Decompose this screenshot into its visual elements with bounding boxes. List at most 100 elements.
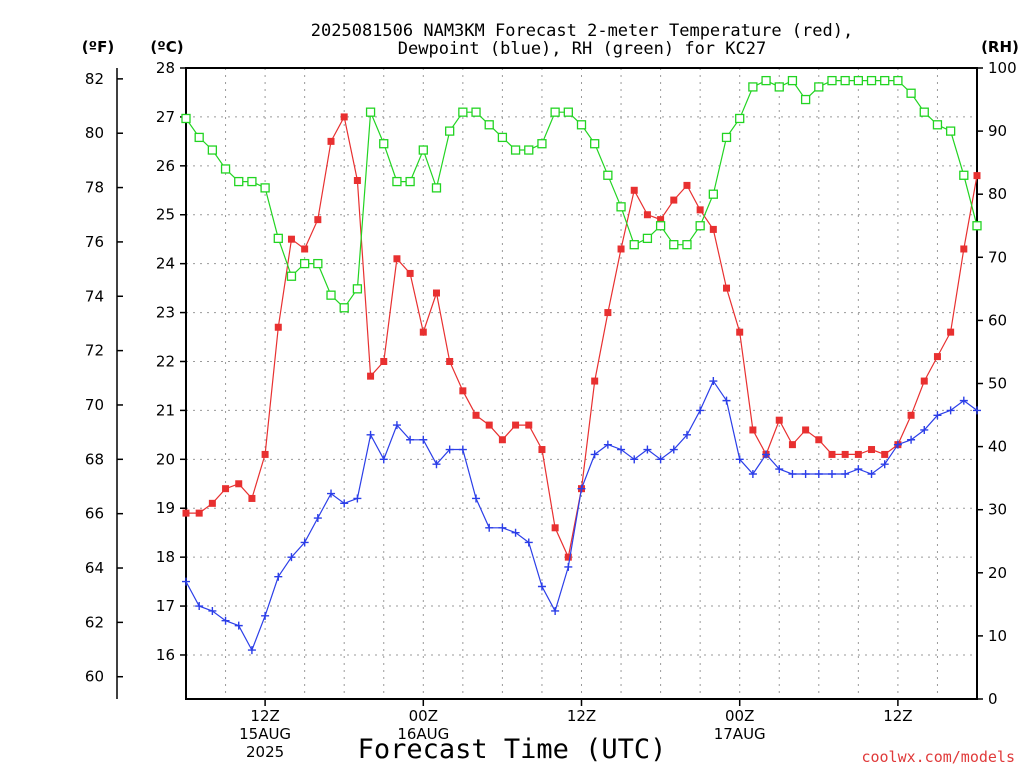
- dewpoint-point: [247, 646, 256, 655]
- dewpoint-point: [617, 445, 626, 454]
- temperature-point: [538, 446, 546, 454]
- rh-point: [972, 221, 982, 231]
- dewpoint-point: [603, 440, 612, 449]
- temperature-point: [261, 450, 269, 458]
- dewpoint-point: [669, 445, 678, 454]
- dewpoint-point: [907, 435, 916, 444]
- fahrenheit-tick-label: 74: [85, 287, 104, 305]
- temperature-point: [446, 357, 454, 365]
- temperature-point: [459, 387, 467, 395]
- dewpoint-point: [406, 435, 415, 444]
- dewpoint-point: [340, 499, 349, 508]
- celsius-tick-label: 19: [156, 499, 175, 517]
- rh-tick-label: 60: [988, 311, 1007, 329]
- temperature-point: [525, 421, 533, 429]
- series: [181, 75, 982, 655]
- rh-point: [814, 82, 824, 92]
- rh-point: [945, 126, 956, 136]
- rh-point: [959, 170, 969, 180]
- temperature-point: [907, 411, 915, 419]
- celsius-tick-label: 20: [156, 450, 175, 468]
- temperature-point: [235, 480, 243, 488]
- temperature-point: [683, 181, 691, 189]
- dewpoint-point: [590, 450, 599, 459]
- grid: [186, 68, 977, 699]
- fahrenheit-unit-label: (ºF): [82, 38, 114, 56]
- dewpoint-point: [946, 406, 955, 415]
- temperature-point: [709, 225, 717, 233]
- temperature-point: [287, 235, 295, 243]
- celsius-tick-label: 28: [156, 59, 175, 77]
- celsius-tick-label: 22: [156, 352, 175, 370]
- rh-point: [247, 176, 257, 187]
- rh-point: [748, 82, 758, 92]
- fahrenheit-tick-label: 68: [85, 450, 104, 468]
- celsius-tick-label: 27: [156, 108, 175, 126]
- dewpoint-point: [577, 484, 586, 493]
- rh-tick-label: 0: [988, 690, 998, 708]
- dewpoint-point: [419, 435, 428, 444]
- x-tick-date: 17AUG: [714, 725, 766, 743]
- fahrenheit-tick-label: 80: [85, 124, 104, 142]
- temperature-point: [643, 211, 651, 219]
- temperature-point: [868, 446, 876, 454]
- rh-point: [655, 221, 666, 231]
- dewpoint-point: [762, 450, 771, 459]
- x-axis-label: Forecast Time (UTC): [358, 734, 667, 765]
- temperature-point: [208, 499, 216, 507]
- rh-point: [260, 183, 270, 193]
- rh-point: [299, 258, 310, 269]
- rh-point: [234, 176, 244, 187]
- rh-point: [893, 75, 903, 86]
- fahrenheit-tick-label: 62: [85, 613, 104, 631]
- fahrenheit-tick-label: 76: [85, 233, 104, 251]
- dewpoint-point: [682, 430, 691, 439]
- rh-point: [576, 120, 587, 130]
- dewpoint-point: [195, 602, 204, 611]
- dewpoint-point: [841, 469, 850, 478]
- dewpoint-point: [920, 425, 929, 434]
- dewpoint-point: [182, 577, 190, 586]
- temperature-point: [274, 323, 282, 331]
- dewpoint-point: [327, 489, 336, 498]
- rh-point: [484, 120, 494, 130]
- credit-text: coolwx.com/models: [861, 748, 1015, 766]
- temperature-point: [182, 509, 190, 517]
- dewpoint-point: [630, 455, 639, 464]
- rh-point: [616, 202, 626, 212]
- dewpoint-point: [221, 616, 230, 625]
- x-tick-label: 12Z: [250, 707, 279, 725]
- temperature-point: [380, 357, 388, 365]
- rh-point: [761, 75, 771, 86]
- rh-point: [220, 164, 231, 174]
- temperature-point: [340, 113, 348, 121]
- temperature-point: [815, 436, 823, 444]
- rh-point: [787, 75, 798, 86]
- dewpoint-point: [208, 606, 217, 615]
- dewpoint-point: [234, 621, 243, 630]
- rh-tick-label: 40: [988, 438, 1007, 456]
- rh-point: [418, 145, 428, 155]
- dewpoint-point: [537, 582, 546, 591]
- temperature-point: [564, 553, 572, 561]
- dewpoint-point: [300, 538, 309, 547]
- temperature-point: [248, 494, 256, 502]
- dewpoint-point: [551, 606, 560, 615]
- dewpoint-point: [564, 562, 573, 571]
- dewpoint-point: [432, 460, 441, 469]
- rh-point: [827, 75, 837, 86]
- temperature-point: [841, 450, 849, 458]
- temperature-point: [723, 284, 731, 292]
- rh-point: [313, 258, 323, 269]
- x-tick-year: 2025: [246, 743, 284, 761]
- rh-point: [392, 176, 402, 187]
- rh-point: [273, 233, 283, 244]
- rh-tick-label: 20: [988, 564, 1007, 582]
- dewpoint-point: [445, 445, 454, 454]
- dewpoint-point: [735, 455, 744, 464]
- rh-point: [853, 75, 863, 86]
- dewpoint-point: [366, 430, 375, 439]
- temperature-point: [960, 245, 968, 253]
- dewpoint-point: [959, 396, 968, 405]
